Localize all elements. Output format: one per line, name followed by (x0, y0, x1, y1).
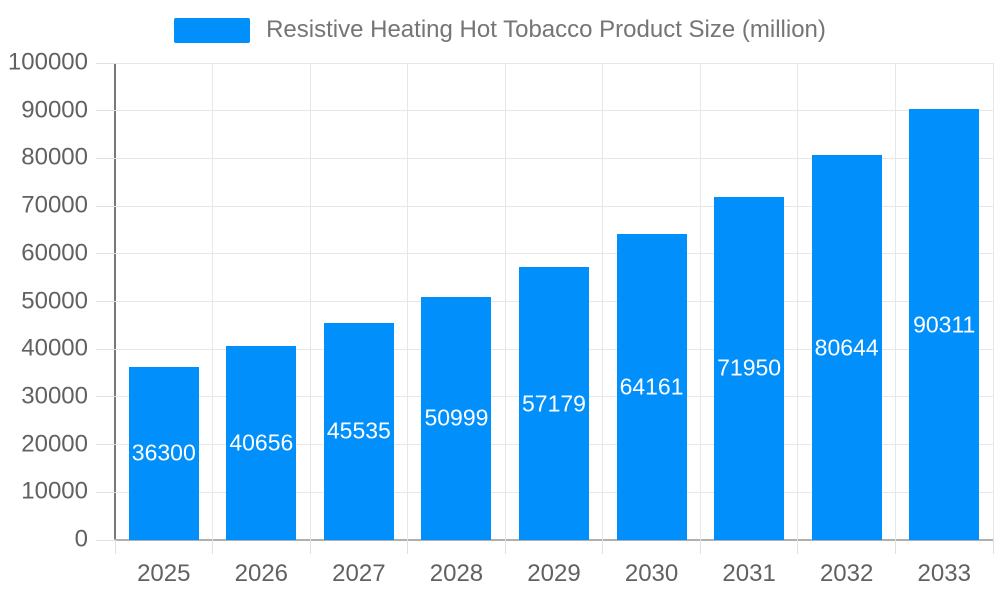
y-gridline (114, 253, 993, 255)
bar-2030[interactable] (616, 233, 687, 540)
y-tick (96, 157, 115, 159)
x-gridline (992, 63, 994, 540)
bar-2025[interactable] (128, 366, 199, 540)
bar-value-label: 64161 (619, 373, 684, 400)
x-tick (212, 540, 214, 554)
y-tick (96, 444, 115, 446)
y-tick-label: 100000 (7, 48, 88, 76)
x-gridline (212, 63, 214, 540)
y-tick-label: 10000 (21, 477, 88, 505)
y-tick (96, 205, 115, 207)
bar-value-label: 80644 (814, 334, 879, 361)
x-tick (602, 540, 604, 554)
y-tick-label: 80000 (21, 143, 88, 171)
bar-value-label: 40656 (229, 429, 294, 456)
x-tick-label: 2033 (917, 560, 971, 587)
bar-value-label: 36300 (131, 439, 196, 466)
bar-2032[interactable] (811, 155, 882, 540)
y-tick (96, 396, 115, 398)
bar-value-label: 45535 (326, 417, 391, 444)
bar-value-label: 90311 (913, 311, 976, 338)
bar-2033[interactable] (909, 109, 980, 540)
x-tick (407, 540, 409, 554)
legend[interactable]: Resistive Heating Hot Tobacco Product Si… (0, 16, 1000, 44)
y-tick (96, 110, 115, 112)
bar-value-label: 57179 (522, 390, 586, 417)
y-gridline (114, 110, 993, 112)
y-tick-label: 50000 (21, 286, 88, 314)
y-tick (96, 491, 115, 493)
y-tick (96, 62, 115, 64)
x-tick-label: 2029 (527, 560, 581, 587)
y-tick (96, 301, 115, 302)
x-gridline (699, 63, 701, 540)
x-gridline (309, 63, 311, 540)
y-tick-label: 30000 (21, 382, 88, 410)
y-tick-label: 20000 (21, 430, 88, 458)
x-tick (114, 540, 116, 554)
x-tick (309, 540, 311, 554)
x-tick (992, 540, 994, 554)
y-tick-label: 70000 (21, 191, 88, 219)
x-gridline (407, 63, 409, 540)
bar-value-label: 50999 (424, 404, 489, 431)
y-tick (96, 253, 115, 255)
legend-swatch-icon (174, 17, 251, 43)
y-tick-label: 60000 (21, 239, 88, 267)
x-tick (894, 540, 896, 554)
bar-2027[interactable] (323, 322, 394, 540)
plot-area: 0 10000 20000 30000 40000 50000 60000 70000 8000… (8, 48, 994, 587)
x-gridline (894, 63, 896, 540)
x-tick-label: 2027 (332, 560, 386, 587)
y-gridline (114, 62, 993, 64)
x-tick (797, 540, 799, 554)
bar-2026[interactable] (226, 346, 297, 540)
y-tick (96, 348, 115, 350)
y-tick-label: 0 (74, 525, 88, 553)
x-tick-label: 2025 (137, 560, 191, 587)
legend-label: Resistive Heating Hot Tobacco Product Si… (266, 16, 826, 43)
x-gridline (602, 63, 604, 540)
y-gridline (114, 157, 993, 159)
bar-value-label: 71950 (717, 354, 782, 381)
x-tick-label: 2026 (234, 560, 289, 587)
x-tick-label: 2030 (624, 560, 679, 587)
bar-2029[interactable] (519, 267, 589, 540)
bar-2028[interactable] (421, 296, 492, 540)
bar-2031[interactable] (714, 196, 785, 540)
y-tick-label: 90000 (21, 96, 88, 124)
y-tick (96, 539, 115, 541)
y-gridline (114, 205, 993, 207)
x-tick-label: 2028 (429, 560, 484, 587)
y-tick-label: 40000 (21, 334, 88, 362)
x-tick (699, 540, 701, 554)
x-gridline (504, 63, 506, 540)
x-tick-label: 2031 (722, 560, 776, 587)
x-tick (504, 540, 506, 554)
x-tick-label: 2032 (819, 560, 874, 587)
x-axis-line (114, 539, 993, 541)
x-gridline (797, 63, 799, 540)
